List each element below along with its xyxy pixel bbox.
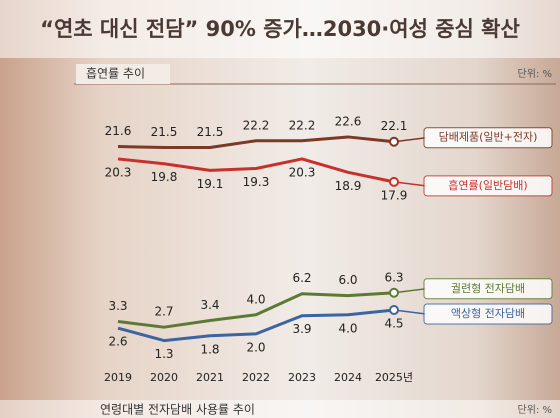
data-label: 2.7	[154, 305, 173, 319]
data-label: 22.1	[381, 119, 408, 133]
series-line	[117, 157, 395, 184]
data-label: 3.3	[108, 299, 127, 313]
legend-box	[423, 127, 553, 149]
chart-title: “연초 대신 전담” 90% 증가…2030·여성 중심 확산	[40, 17, 520, 41]
legend-label: 담배제품(일반+전자)	[439, 130, 538, 144]
footer-unit: 단위: %	[518, 403, 552, 416]
data-label: 4.0	[338, 321, 357, 335]
data-label: 19.1	[197, 177, 224, 191]
data-label: 21.6	[105, 124, 132, 138]
data-label: 17.9	[381, 188, 408, 202]
data-label: 20.3	[289, 165, 316, 179]
unit: 단위: %	[518, 67, 552, 80]
plot: 2019 2020 2021 2022 2023 2024 2025년 21.6 21.5 21.…	[104, 114, 553, 384]
data-label: 22.2	[289, 118, 316, 132]
data-label: 6.0	[338, 273, 357, 287]
legend-connector	[393, 181, 427, 187]
data-label: 21.5	[151, 125, 178, 139]
data-label: 4.0	[246, 292, 265, 306]
legend-label: 궐련형 전자담배	[451, 281, 525, 295]
footer-band	[0, 400, 560, 418]
data-label: 19.8	[151, 170, 178, 184]
series-line	[117, 308, 395, 343]
legend-label: 액상형 전자담배	[451, 307, 525, 320]
subtitle: 흡연률 추이	[86, 67, 145, 81]
legend-connector	[393, 288, 427, 294]
data-label: 18.9	[335, 179, 362, 193]
data-label: 4.5	[384, 316, 403, 330]
data-label: 6.2	[292, 271, 311, 285]
data-label: 2.0	[246, 340, 265, 354]
data-label: 2.6	[108, 335, 127, 349]
data-label: 6.3	[384, 270, 403, 284]
legend-box	[423, 278, 553, 300]
x-tick-label: 2020	[150, 371, 178, 384]
x-tick-label: 2023	[288, 371, 316, 384]
data-label: 21.5	[197, 125, 224, 139]
x-tick-label: 2025년	[375, 371, 413, 384]
legend-connector	[393, 309, 427, 315]
series-line	[117, 135, 395, 149]
x-tick-label: 2019	[104, 371, 132, 384]
data-label: 22.6	[335, 114, 362, 128]
footer-title: 연령대별 전자담배 사용률 추이	[100, 403, 255, 417]
legend-box	[423, 175, 553, 197]
x-tick-label: 2022	[242, 371, 270, 384]
series-line	[117, 291, 395, 329]
data-label: 3.4	[200, 298, 219, 312]
data-label: 19.3	[243, 175, 270, 189]
end-marker	[389, 287, 399, 298]
data-label: 22.2	[243, 118, 270, 132]
legend-label: 흡연률(일반담배)	[448, 178, 527, 192]
data-label: 1.3	[154, 347, 173, 361]
x-tick-label: 2021	[196, 371, 224, 384]
legend-box	[423, 303, 553, 325]
end-marker	[389, 304, 399, 315]
legend-connector	[393, 136, 427, 143]
x-tick-label: 2024	[334, 371, 362, 384]
data-label: 20.3	[105, 165, 132, 179]
end-marker	[389, 176, 399, 187]
end-marker	[389, 136, 399, 147]
subtitle-box	[76, 64, 170, 84]
header-band	[0, 0, 560, 58]
data-label: 1.8	[200, 342, 219, 356]
data-label: 3.9	[292, 322, 311, 336]
